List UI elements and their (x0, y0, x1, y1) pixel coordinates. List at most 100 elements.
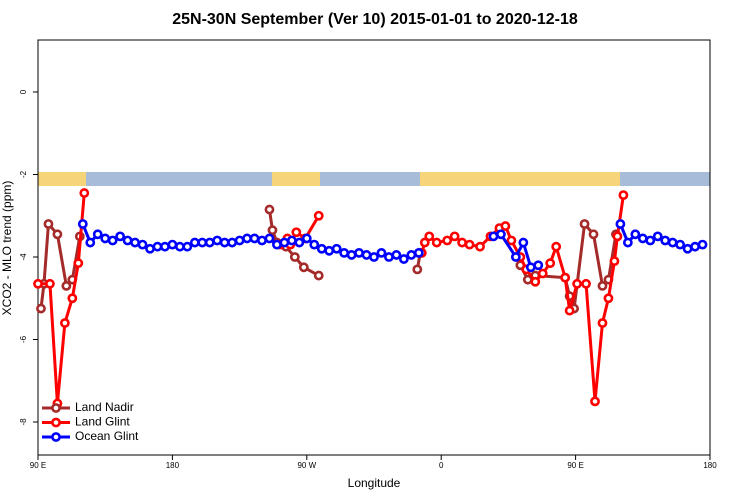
point (204, 237, 215, 248)
point (590, 396, 600, 407)
plot-frame (37, 39, 711, 456)
point (581, 278, 591, 289)
point (115, 231, 126, 242)
point (588, 229, 599, 240)
point (294, 237, 305, 248)
point (506, 235, 517, 246)
point (45, 278, 55, 289)
point (234, 235, 245, 246)
x-tick-label: 90 E (30, 461, 46, 470)
point (533, 260, 544, 271)
point (579, 219, 590, 229)
x-tick-label: 90 W (297, 461, 316, 470)
point (431, 237, 442, 248)
point (384, 252, 394, 262)
point (419, 237, 430, 248)
point (398, 254, 409, 264)
point (413, 247, 424, 258)
point (174, 241, 185, 252)
point (597, 318, 608, 328)
point (376, 247, 387, 258)
legend-marker (51, 432, 61, 442)
point (618, 190, 629, 201)
point (603, 293, 614, 304)
x-tick-label: 180 (703, 461, 717, 470)
point (61, 280, 72, 291)
point (242, 233, 252, 244)
series (36, 204, 621, 314)
point (645, 235, 656, 246)
point (286, 235, 297, 246)
point (122, 235, 133, 246)
point (33, 278, 43, 289)
point (92, 229, 103, 240)
x-axis-label: Longitude (348, 476, 401, 490)
point (167, 239, 178, 250)
point (637, 233, 648, 244)
point (572, 278, 582, 289)
point (391, 250, 402, 260)
point (682, 243, 693, 254)
point (324, 245, 335, 256)
point (496, 229, 506, 240)
point (597, 280, 608, 291)
point (630, 229, 641, 240)
point (316, 243, 327, 254)
point (424, 231, 435, 242)
point (530, 276, 541, 287)
point (457, 237, 468, 248)
point (475, 241, 485, 252)
point (545, 258, 556, 269)
point (160, 241, 170, 252)
point (267, 225, 278, 236)
point (354, 247, 364, 258)
point (690, 241, 700, 252)
point (43, 219, 54, 229)
point (291, 227, 302, 238)
point (615, 219, 626, 229)
y-tick-label: -6 (19, 335, 28, 343)
point (257, 235, 267, 246)
point (249, 233, 260, 244)
legend-label: Land Nadir (75, 400, 134, 414)
land-strip (38, 172, 86, 186)
map-strip (38, 172, 710, 186)
point (697, 239, 708, 250)
point (100, 233, 111, 244)
series (33, 188, 629, 409)
point (264, 204, 275, 215)
point (227, 237, 238, 248)
x-tick-label: 0 (439, 461, 444, 470)
point (510, 252, 521, 262)
point (560, 272, 571, 283)
point (652, 231, 663, 242)
point (52, 229, 63, 240)
point (145, 243, 155, 254)
legend-label: Land Glint (75, 415, 130, 429)
legend-label: Ocean Glint (75, 429, 139, 443)
y-tick-label: 0 (19, 89, 28, 94)
y-tick-label: -2 (19, 170, 28, 178)
point (525, 262, 536, 273)
point (85, 237, 96, 248)
point (182, 241, 193, 252)
point (189, 237, 200, 248)
point (488, 231, 499, 242)
point (298, 262, 309, 273)
point (339, 247, 350, 258)
point (442, 235, 453, 246)
point (212, 235, 223, 246)
x-tick-label: 90 E (567, 461, 583, 470)
chart-title: 25N-30N September (Ver 10) 2015-01-01 to… (172, 11, 578, 28)
point (67, 293, 78, 304)
point (331, 243, 342, 254)
land-strip (420, 172, 620, 186)
point (313, 210, 324, 221)
point (79, 188, 90, 198)
point (279, 237, 290, 248)
point (77, 219, 88, 229)
point (59, 318, 70, 328)
point (667, 237, 678, 248)
point (518, 237, 529, 248)
